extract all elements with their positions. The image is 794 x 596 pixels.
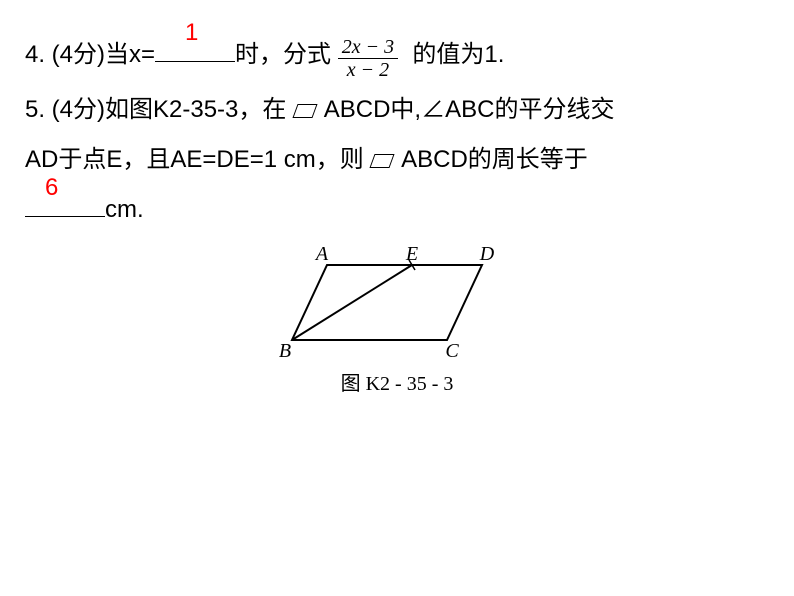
q4-mid1: 时，分式 xyxy=(235,41,338,68)
parallelogram-diagram: A E D B C xyxy=(267,245,527,360)
q5-line2: AD于点E，且AE=DE=1 cm，则 ABCD的周长等于 xyxy=(25,135,769,185)
label-C: C xyxy=(445,340,459,360)
q5-line1: 5. (4分)如图K2-35-3，在 ABCD中,∠ABC的平分线交 xyxy=(25,85,769,135)
q4-prefix: 4. (4分)当x= xyxy=(25,41,155,68)
parallelogram-icon xyxy=(370,154,395,168)
q4-blank: 1 xyxy=(155,36,235,62)
question-5: 5. (4分)如图K2-35-3，在 ABCD中,∠ABC的平分线交 AD于点E… xyxy=(25,85,769,235)
frac-den: x − 2 xyxy=(343,59,393,81)
label-A: A xyxy=(314,245,329,265)
q5-line3: 6cm. xyxy=(25,185,769,235)
q5-line2a: AD于点E，且AE=DE=1 cm，则 xyxy=(25,146,370,173)
q5-line2b: ABCD的周长等于 xyxy=(394,146,587,173)
q4-answer: 1 xyxy=(185,8,198,58)
q5-answer: 6 xyxy=(45,163,58,213)
parallelogram-icon xyxy=(293,104,318,118)
label-D: D xyxy=(479,245,495,265)
question-4: 4. (4分)当x=1时，分式 2x − 3x − 2 的值为1. xyxy=(25,30,769,80)
frac-num: 2x − 3 xyxy=(338,36,398,59)
label-E: E xyxy=(405,245,418,265)
q5-line1a: 5. (4分)如图K2-35-3，在 xyxy=(25,96,293,123)
label-B: B xyxy=(279,340,291,360)
q5-line3-suffix: cm. xyxy=(105,196,144,223)
figure-caption: 图 K2 - 35 - 3 xyxy=(25,367,769,396)
fraction-icon: 2x − 3x − 2 xyxy=(338,33,406,79)
q5-line1b: ABCD中,∠ABC的平分线交 xyxy=(317,96,614,123)
figure-k2-35-3: A E D B C 图 K2 - 35 - 3 xyxy=(25,245,769,396)
q4-suffix: 的值为1. xyxy=(406,41,505,68)
q5-blank: 6 xyxy=(25,191,105,217)
